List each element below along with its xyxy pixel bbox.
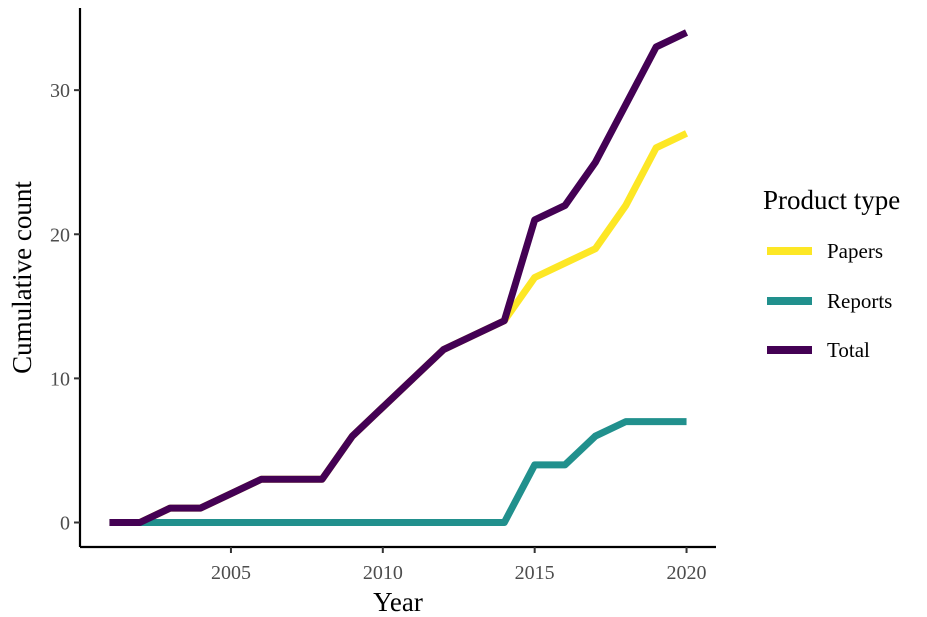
y-axis-title: Cumulative count <box>7 181 37 374</box>
series-line-reports <box>109 418 687 526</box>
x-tick-label: 2020 <box>667 562 707 584</box>
x-tick-label: 2010 <box>363 562 403 584</box>
series-line-papers <box>109 130 689 526</box>
y-tick-label: 0 <box>60 513 70 535</box>
x-axis-title: Year <box>373 587 423 617</box>
legend-label-reports: Reports <box>827 289 892 313</box>
legend-label-total: Total <box>827 338 870 362</box>
y-tick-label: 10 <box>50 368 70 390</box>
y-tick-label: 20 <box>50 224 70 246</box>
legend-items: Papers Reports Total <box>767 239 892 362</box>
x-tick-label: 2015 <box>515 562 555 584</box>
legend-title: Product type <box>763 185 900 215</box>
plot-lines <box>109 29 689 526</box>
y-axis-ticks: 0 10 20 30 <box>50 80 80 535</box>
legend: Product type Papers Reports Total <box>763 185 900 362</box>
series-line-total <box>109 29 689 526</box>
legend-label-papers: Papers <box>827 239 883 263</box>
x-axis-ticks: 2005 2010 2015 2020 <box>211 547 707 584</box>
y-tick-label: 30 <box>50 80 70 102</box>
x-tick-label: 2005 <box>211 562 251 584</box>
